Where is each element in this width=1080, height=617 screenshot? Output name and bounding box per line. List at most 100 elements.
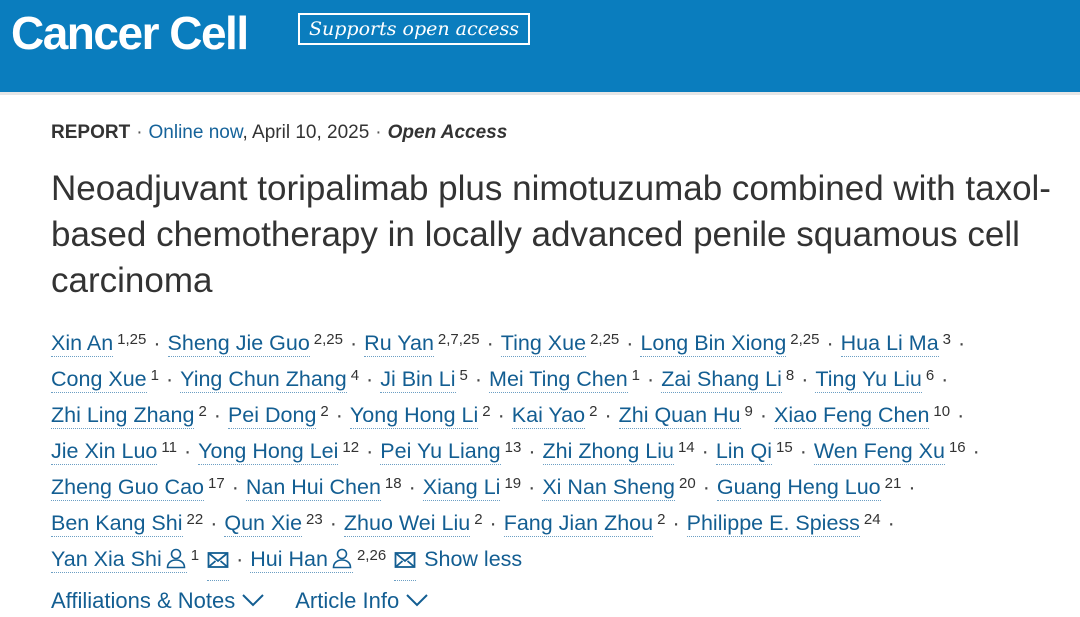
affiliation-ref[interactable]: 1,25: [117, 331, 147, 348]
author-link[interactable]: Zhi Zhong Liu: [542, 439, 674, 465]
article-toggles: Affiliations & Notes Article Info: [51, 588, 1061, 614]
separator: ·: [672, 511, 680, 535]
author-link[interactable]: Pei Yu Liang: [380, 439, 501, 465]
author-link[interactable]: Zhi Ling Zhang: [51, 403, 195, 429]
affiliation-ref[interactable]: 6: [925, 367, 935, 384]
author-link[interactable]: Long Bin Xiong: [640, 331, 787, 357]
toggle-label: Article Info: [295, 588, 400, 613]
affiliation-ref[interactable]: 14: [677, 439, 695, 456]
author-link[interactable]: Ji Bin Li: [380, 367, 456, 393]
show-less-button[interactable]: Show less: [424, 547, 523, 571]
publication-date: , April 10, 2025: [242, 122, 370, 143]
open-access-label: Open Access: [387, 122, 508, 143]
separator: ·: [329, 511, 337, 535]
separator: ·: [941, 367, 949, 391]
author-link[interactable]: Qun Xie: [224, 511, 303, 537]
author-line: Zhi Ling Zhang 2 · Pei Dong 2 · Yong Hong Li 2 ·…: [51, 394, 1061, 430]
author-link[interactable]: Yong Hong Lei: [198, 439, 339, 465]
affiliation-ref[interactable]: 12: [342, 439, 360, 456]
affiliation-ref[interactable]: 20: [679, 475, 696, 492]
author-link[interactable]: Hua Li Ma: [840, 331, 939, 357]
separator: ·: [489, 511, 497, 535]
author-link[interactable]: Lin Qi: [715, 439, 772, 465]
author-link[interactable]: Cong Xue: [51, 367, 147, 393]
affiliation-ref[interactable]: 15: [776, 439, 793, 456]
affiliation-ref[interactable]: 2: [320, 403, 329, 420]
affiliation-ref[interactable]: 2,25: [790, 331, 820, 348]
article-info-toggle[interactable]: Article Info: [295, 588, 429, 614]
author-link[interactable]: Zhuo Wei Liu: [343, 511, 471, 537]
online-now-link[interactable]: Online now: [148, 122, 243, 143]
affiliation-ref[interactable]: 2: [657, 511, 666, 528]
author-link[interactable]: Ru Yan: [364, 331, 434, 357]
separator: ·: [701, 439, 709, 463]
author-link[interactable]: Zai Shang Li: [661, 367, 782, 393]
affiliation-ref[interactable]: 13: [504, 439, 522, 456]
author-line: Cong Xue 1 · Ying Chun Zhang 4 · Ji Bin Li 5 · Me…: [51, 358, 1061, 394]
affiliation-ref[interactable]: 1: [190, 547, 200, 564]
affiliation-ref[interactable]: 3: [942, 331, 951, 348]
author-link[interactable]: Kai Yao: [511, 403, 586, 429]
author-link[interactable]: Philippe E. Spiess: [686, 511, 860, 537]
author-link[interactable]: Wen Feng Xu: [813, 439, 945, 465]
affiliation-ref[interactable]: 9: [744, 403, 753, 420]
affiliation-ref[interactable]: 11: [161, 439, 177, 456]
author-link[interactable]: Pei Dong: [227, 403, 317, 429]
author-link[interactable]: Ting Xue: [500, 331, 587, 357]
journal-logo[interactable]: Cancer Cell: [11, 7, 249, 59]
separator: ·: [231, 475, 239, 499]
affiliations-notes-toggle[interactable]: Affiliations & Notes: [51, 588, 265, 614]
affiliation-ref[interactable]: 24: [863, 511, 881, 528]
separator: ·: [486, 331, 494, 355]
author-link[interactable]: Ben Kang Shi: [51, 511, 183, 537]
author-link[interactable]: Ting Yu Liu: [815, 367, 922, 393]
author-link[interactable]: Xin An: [51, 331, 114, 357]
author-link[interactable]: Mei Ting Chen: [489, 367, 628, 393]
affiliation-ref[interactable]: 16: [948, 439, 966, 456]
author-link[interactable]: Xi Nan Sheng: [542, 475, 676, 501]
envelope-icon[interactable]: [394, 544, 417, 581]
author-link[interactable]: Xiang Li: [422, 475, 501, 501]
affiliation-ref[interactable]: 2: [198, 403, 207, 420]
affiliation-ref[interactable]: 22: [186, 511, 204, 528]
author-link[interactable]: Zheng Guo Cao: [51, 475, 204, 501]
author-link[interactable]: Zhi Quan Hu: [618, 403, 741, 429]
separator: ·: [972, 439, 980, 463]
affiliation-ref[interactable]: 2: [589, 403, 598, 420]
author-link[interactable]: Fang Jian Zhou: [503, 511, 654, 537]
author-link[interactable]: Jie Xin Luo: [51, 439, 158, 465]
affiliation-ref[interactable]: 8: [785, 367, 795, 384]
author-link[interactable]: Sheng Jie Guo: [167, 331, 310, 357]
affiliation-ref[interactable]: 2,7,25: [437, 331, 480, 348]
author-link[interactable]: Ying Chun Zhang: [180, 367, 347, 393]
separator: ·: [759, 403, 768, 427]
affiliation-ref[interactable]: 2,26: [356, 547, 387, 564]
affiliation-ref[interactable]: 21: [884, 475, 902, 492]
affiliation-ref[interactable]: 2: [482, 403, 491, 420]
author-link[interactable]: Yong Hong Li: [349, 403, 479, 429]
open-access-badge[interactable]: Supports open access: [298, 13, 531, 45]
affiliation-ref[interactable]: 1: [150, 367, 159, 384]
affiliation-ref[interactable]: 19: [504, 475, 522, 492]
affiliation-ref[interactable]: 1: [631, 367, 641, 384]
author-link[interactable]: Guang Heng Luo: [716, 475, 881, 501]
separator: ·: [799, 439, 807, 463]
corresponding-author-link[interactable]: Hui Han: [250, 547, 353, 573]
affiliation-ref[interactable]: 2,25: [313, 331, 343, 348]
author-name: Yan Xia Shi: [51, 547, 162, 571]
affiliation-ref[interactable]: 2,25: [590, 331, 620, 348]
affiliation-ref[interactable]: 10: [933, 403, 951, 420]
separator: ·: [626, 331, 634, 355]
author-link[interactable]: Xiao Feng Chen: [774, 403, 930, 429]
person-icon: [165, 544, 187, 580]
affiliation-ref[interactable]: 17: [208, 475, 225, 492]
affiliation-ref[interactable]: 4: [350, 367, 360, 384]
affiliation-ref[interactable]: 18: [384, 475, 402, 492]
affiliation-ref[interactable]: 2: [474, 511, 483, 528]
corresponding-author-link[interactable]: Yan Xia Shi: [51, 547, 187, 573]
affiliation-ref[interactable]: 23: [306, 511, 323, 528]
author-link[interactable]: Nan Hui Chen: [245, 475, 381, 501]
envelope-icon[interactable]: [207, 544, 230, 581]
affiliation-ref[interactable]: 5: [459, 367, 468, 384]
chevron-down-icon: [405, 588, 429, 614]
